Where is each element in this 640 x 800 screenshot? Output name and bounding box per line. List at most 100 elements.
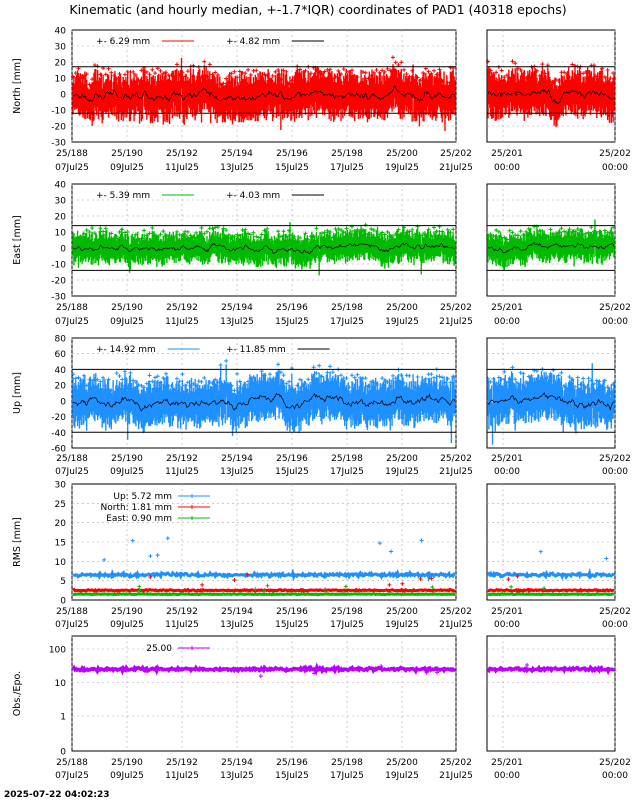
- legend-label: +- 4.03 mm: [226, 191, 280, 201]
- x-tick-label: 25/202: [599, 758, 631, 768]
- data-point: [267, 372, 272, 377]
- x-tick-label: 25/198: [331, 758, 363, 768]
- data-point: [276, 229, 281, 234]
- data-point: [540, 62, 545, 67]
- data-point: [499, 377, 504, 382]
- data-series: [487, 587, 615, 594]
- data-point: [445, 376, 450, 381]
- data-point: [502, 369, 507, 374]
- data-point: [562, 70, 567, 75]
- data-point: [604, 556, 609, 561]
- data-point: [575, 227, 580, 232]
- data-point: [114, 371, 119, 376]
- data-point: [98, 226, 103, 231]
- y-tick-label: -10: [51, 261, 66, 271]
- x-tick-label: 13Jul25: [220, 771, 254, 781]
- data-point: [253, 587, 258, 592]
- y-axis-label: RMS [mm]: [12, 517, 23, 567]
- data-point: [608, 76, 613, 81]
- data-point: [306, 377, 311, 382]
- data-point: [445, 227, 450, 232]
- x-tick-label: 25/202: [599, 607, 631, 617]
- data-point: [199, 379, 204, 384]
- data-point: [147, 373, 152, 378]
- y-axis-label: East [mm]: [12, 215, 23, 264]
- data-point: [415, 75, 420, 80]
- data-point: [302, 667, 307, 672]
- data-point: [515, 574, 520, 579]
- data-point: [344, 226, 349, 231]
- series-group: [486, 59, 616, 128]
- legend-label: Up: 5.72 mm: [113, 492, 172, 502]
- data-point: [258, 674, 263, 679]
- data-point: [248, 72, 253, 77]
- data-point: [161, 375, 166, 380]
- y-tick-label: 15: [55, 539, 66, 549]
- y-axis-label: Obs./Epo.: [12, 671, 23, 716]
- data-point: [380, 68, 385, 73]
- data-point: [323, 587, 328, 592]
- x-tick-label: 00:00: [494, 317, 520, 327]
- x-tick-label: 09Jul25: [110, 467, 144, 477]
- data-point: [451, 227, 456, 232]
- data-point: [265, 226, 270, 231]
- x-tick-label: 00:00: [494, 467, 520, 477]
- y-tick-label: 0: [60, 245, 66, 255]
- data-point: [437, 67, 442, 72]
- x-tick-label: 00:00: [602, 317, 628, 327]
- data-point: [513, 61, 518, 66]
- data-point: [586, 376, 591, 381]
- x-tick-label: 25/198: [331, 303, 363, 313]
- median-line: [72, 84, 456, 104]
- y-tick-label: 1: [60, 713, 66, 723]
- data-point: [404, 373, 409, 378]
- x-tick-label: 07Jul25: [55, 163, 89, 173]
- y-tick-label: 20: [55, 213, 67, 223]
- data-point: [355, 74, 360, 79]
- series-group: [486, 549, 616, 597]
- data-point: [573, 384, 578, 389]
- data-point: [202, 375, 207, 380]
- median-line: [487, 88, 615, 105]
- y-tick-label: -30: [51, 293, 66, 303]
- data-point: [426, 69, 431, 74]
- x-tick-label: 25/190: [111, 607, 143, 617]
- data-point: [583, 231, 588, 236]
- data-point: [507, 228, 512, 233]
- y-tick-label: 10: [55, 229, 67, 239]
- data-point: [142, 385, 147, 390]
- data-point: [567, 227, 572, 232]
- data-point: [147, 231, 152, 236]
- data-point: [385, 229, 390, 234]
- y-tick-label: -10: [51, 107, 66, 117]
- data-point: [410, 227, 415, 232]
- data-point: [380, 230, 385, 235]
- data-point: [237, 69, 242, 74]
- data-point: [303, 68, 308, 73]
- y-tick-label: 0: [60, 597, 66, 607]
- data-point: [594, 378, 599, 383]
- x-tick-label: 25/200: [386, 454, 418, 464]
- y-tick-label: -30: [51, 139, 66, 149]
- data-point: [387, 582, 392, 587]
- x-tick-label: 25/202: [440, 149, 472, 159]
- x-tick-label: 25/190: [111, 149, 143, 159]
- data-point: [224, 228, 229, 233]
- data-point: [122, 230, 127, 235]
- x-tick-label: 25/188: [56, 607, 88, 617]
- x-tick-label: 25/202: [440, 303, 472, 313]
- x-tick-label: 21Jul25: [439, 771, 473, 781]
- data-point: [199, 225, 204, 230]
- x-tick-label: 19Jul25: [385, 467, 419, 477]
- data-point: [180, 70, 185, 75]
- x-tick-label: 25/200: [386, 303, 418, 313]
- data-point: [284, 381, 289, 386]
- x-tick-label: 25/188: [56, 303, 88, 313]
- data-point: [276, 362, 281, 367]
- data-point: [163, 371, 168, 376]
- data-point: [144, 70, 149, 75]
- data-point: [426, 227, 431, 232]
- data-point: [602, 74, 607, 79]
- data-point: [510, 59, 515, 64]
- data-point: [158, 68, 163, 73]
